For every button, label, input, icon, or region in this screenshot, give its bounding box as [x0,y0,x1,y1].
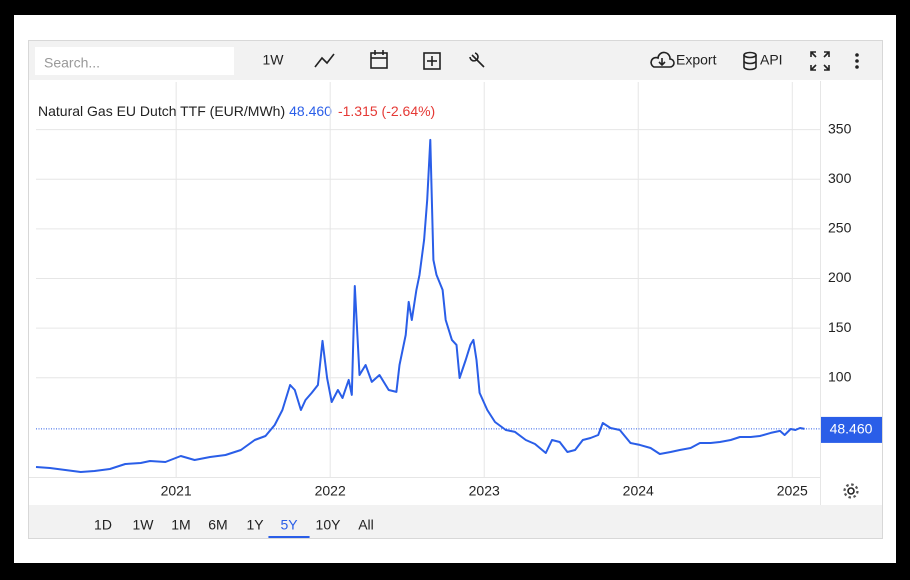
x-tick-label: 2023 [469,483,500,499]
last-price-box [821,416,882,443]
range-button[interactable]: 6M [208,517,227,533]
y-tick-label: 150 [828,319,852,335]
price-line [35,138,805,473]
title-text: Natural Gas EU Dutch TTF (EUR/MWh) [38,103,285,119]
range-button[interactable]: 1M [171,517,190,533]
widget [28,40,883,539]
last-price: 48.460 [289,103,332,119]
x-tick-label: 2025 [777,483,808,499]
x-tick-label: 2024 [623,483,654,499]
range-button[interactable]: 1W [133,517,155,533]
y-tick-label: 250 [828,220,852,236]
add-indicator-icon[interactable] [423,52,441,70]
gear-icon[interactable] [843,483,859,499]
api-button[interactable]: API [760,52,783,68]
price-change: -1.315 (-2.64%) [338,103,435,119]
range-button[interactable]: 1Y [246,517,264,533]
range-button[interactable]: 1D [94,517,112,533]
y-tick-label: 100 [828,368,852,384]
export-icon[interactable] [650,51,675,68]
last-price-label: 48.460 [830,421,873,437]
settings-tool-icon[interactable] [469,52,485,68]
more-menu-icon[interactable] [855,53,859,69]
range-button[interactable]: 10Y [316,517,342,533]
calendar-icon[interactable] [370,50,388,69]
range-button[interactable]: All [358,517,374,533]
x-tick-label: 2022 [315,483,346,499]
export-button[interactable]: Export [676,52,717,68]
x-tick-label: 2021 [161,483,192,499]
y-tick-label: 300 [828,170,852,186]
search-placeholder: Search... [44,55,100,71]
search-box[interactable] [35,47,234,75]
y-tick-label: 200 [828,269,852,285]
chart-title: Natural Gas EU Dutch TTF (EUR/MWh) 48.460… [38,103,435,119]
interval-button[interactable]: 1W [263,52,285,68]
range-button[interactable]: 5Y [280,517,298,533]
fullscreen-icon[interactable] [810,51,830,71]
chart-type-icon[interactable] [314,53,335,68]
api-icon[interactable] [743,51,757,71]
y-tick-label: 350 [828,120,852,136]
range-bar [29,505,882,538]
